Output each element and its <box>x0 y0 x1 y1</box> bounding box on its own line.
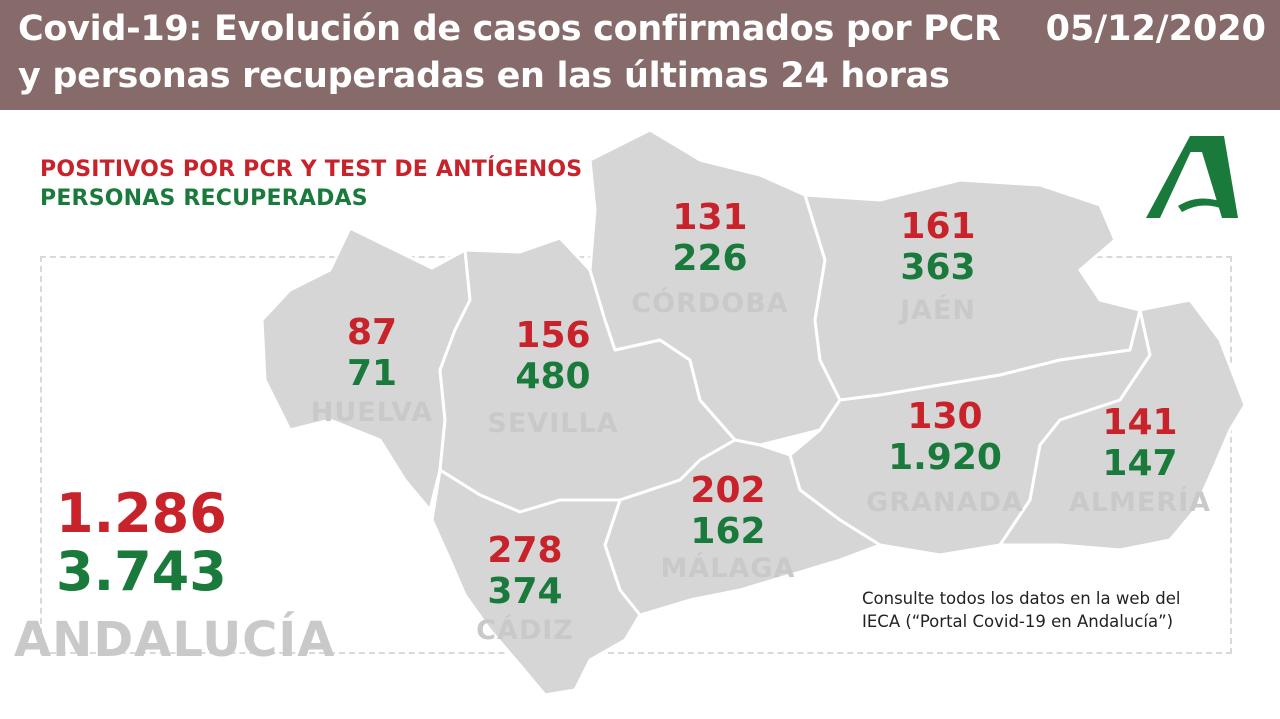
cadiz-shape <box>430 468 642 697</box>
almeria-positive: 141 <box>1102 402 1178 443</box>
granada-positive: 130 <box>907 396 983 437</box>
cadiz-recovered: 374 <box>487 571 563 612</box>
region-name: ANDALUCÍA <box>14 612 336 668</box>
malaga-positive: 202 <box>690 470 766 511</box>
cordoba-name: CÓRDOBA <box>631 288 789 319</box>
jaen-recovered: 363 <box>900 247 976 288</box>
report-date: 05/12/2020 <box>1045 9 1266 49</box>
province-cadiz: 278 374 CÁDIZ <box>425 530 625 648</box>
province-jaen: 161 363 JAÉN <box>838 206 1038 328</box>
cordoba-shape <box>588 128 842 447</box>
cadiz-positive: 278 <box>487 530 563 571</box>
header-bar: Covid-19: Evolución de casos confirmados… <box>0 0 1280 110</box>
sevilla-recovered: 480 <box>515 356 591 397</box>
sevilla-name: SEVILLA <box>487 408 619 439</box>
total-recovered: 3.743 <box>56 540 227 603</box>
granada-name: GRANADA <box>866 487 1024 518</box>
almeria-recovered: 147 <box>1102 443 1178 484</box>
source-note: Consulte todos los datos en la web del I… <box>862 589 1181 631</box>
huelva-positive: 87 <box>346 312 398 353</box>
huelva-name: HUELVA <box>310 397 434 428</box>
almeria-shape <box>998 298 1247 552</box>
malaga-recovered: 162 <box>690 511 766 552</box>
province-almeria: 141 147 ALMERÍA <box>1040 402 1240 520</box>
cordoba-recovered: 226 <box>672 238 748 279</box>
jaen-name: JAÉN <box>900 295 976 326</box>
cordoba-positive: 131 <box>672 197 748 238</box>
jaen-positive: 161 <box>900 206 976 247</box>
page-title: Covid-19: Evolución de casos confirmados… <box>18 9 1001 96</box>
province-malaga: 202 162 MÁLAGA <box>628 470 828 586</box>
almeria-name: ALMERÍA <box>1068 487 1212 518</box>
legend-recovered: PERSONAS RECUPERADAS <box>40 186 368 211</box>
huelva-recovered: 71 <box>346 353 398 394</box>
malaga-name: MÁLAGA <box>660 553 796 584</box>
junta-de-andalucia-logo-icon <box>1146 136 1238 218</box>
cadiz-name: CÁDIZ <box>476 615 574 646</box>
sevilla-positive: 156 <box>515 315 591 356</box>
total-positive: 1.286 <box>56 482 227 545</box>
province-huelva: 87 71 HUELVA <box>272 312 472 430</box>
province-granada: 130 1.920 GRANADA <box>845 396 1045 520</box>
province-cordoba: 131 226 CÓRDOBA <box>610 197 810 321</box>
province-sevilla: 156 480 SEVILLA <box>453 315 653 441</box>
granada-recovered: 1.920 <box>888 437 1002 478</box>
legend-positive: POSITIVOS POR PCR Y TEST DE ANTÍGENOS <box>40 157 583 182</box>
